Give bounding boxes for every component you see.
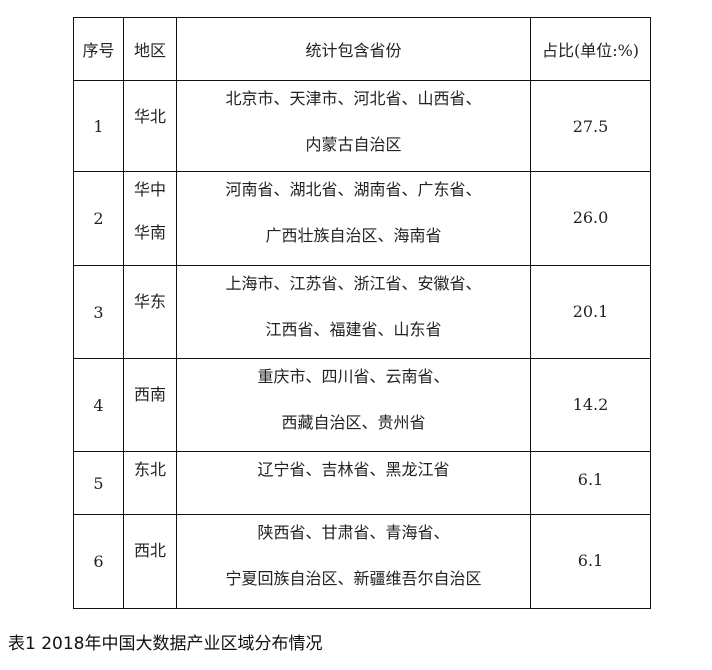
share-value: 20.1 [572,302,609,321]
header-region: 地区 [123,17,177,81]
provinces-line: 上海市、江苏省、浙江省、安徽省、 [225,274,482,293]
region-cell: 西北 [123,514,177,609]
share-cell: 20.1 [530,265,651,359]
region-name: 华东 [133,292,166,311]
provinces-cell: 陕西省、甘肃省、青海省、宁夏回族自治区、新疆维吾尔自治区 [176,514,531,609]
provinces-line: 江西省、福建省、山东省 [265,320,442,339]
share-cell: 6.1 [530,514,651,609]
region-name: 华北 [133,107,166,126]
region-cell: 东北 [123,451,177,515]
row-number: 2 [73,171,124,266]
provinces-line: 重庆市、四川省、云南省、 [257,367,450,386]
provinces-line: 北京市、天津市、河北省、山西省、 [225,89,482,108]
provinces-line: 内蒙古自治区 [305,135,402,154]
share-value: 6.1 [577,470,604,489]
header-provinces: 统计包含省份 [176,17,531,81]
table-row: 1 华北 北京市、天津市、河北省、山西省、 内蒙古自治区 27.5 [73,80,651,172]
share-value: 27.5 [572,117,609,136]
row-number: 6 [73,514,124,609]
region-name: 华中 [133,180,166,199]
row-number: 5 [73,451,124,515]
table-row: 6 西北 陕西省、甘肃省、青海省、 宁夏回族自治区、新疆维吾尔自治区 6.1 [73,514,651,609]
provinces-line: 陕西省、甘肃省、青海省、 [257,523,450,542]
provinces-line: 广西壮族自治区、海南省 [265,226,442,245]
region-name: 东北 [133,460,166,479]
share-value: 26.0 [572,208,609,227]
header-no: 序号 [73,17,124,81]
row-number: 3 [73,265,124,359]
share-cell: 27.5 [530,80,651,172]
region-cell: 华北 [123,80,177,172]
share-cell: 6.1 [530,451,651,515]
provinces-line: 宁夏回族自治区、新疆维吾尔自治区 [225,569,482,588]
region-cell: 华中 华南 [123,171,177,266]
provinces-cell: 重庆市、四川省、云南省、 西藏自治区、贵州省 [176,358,531,452]
region-name: 西北 [133,541,166,560]
region-cell: 西南 [123,358,177,452]
table-row: 3 华东 上海市、江苏省、浙江省、安徽省、 江西省、福建省、山东省 20.1 [73,265,651,359]
region-name: 西南 [133,385,166,404]
provinces-line: 西藏自治区、贵州省 [281,413,426,432]
table-row: 5 东北 辽宁省、吉林省、黑龙江省 6.1 [73,451,651,515]
region-distribution-table: 序号 地区 统计包含省份 占比(单位:%) 1 华北 北京市、天津市、河北省、山西省… [73,17,651,609]
region-cell: 华东 [123,265,177,359]
share-value: 6.1 [577,551,604,570]
provinces-cell: 北京市、天津市、河北省、山西省、 内蒙古自治区 [176,80,531,172]
region-name: 华南 [133,223,166,242]
header-row: 序号 地区 统计包含省份 占比(单位:%) [73,17,651,81]
provinces-cell: 上海市、江苏省、浙江省、安徽省、 江西省、福建省、山东省 [176,265,531,359]
share-value: 14.2 [572,395,609,414]
row-number: 4 [73,358,124,452]
provinces-cell: 河南省、湖北省、湖南省、广东省、 广西壮族自治区、海南省 [176,171,531,266]
table-row: 2 华中 华南 河南省、湖北省、湖南省、广东省、 广西壮族自治区、海南省 26.0 [73,171,651,266]
provinces-line: 辽宁省、吉林省、黑龙江省 [257,460,450,479]
table-caption: 表1 2018年中国大数据产业区域分布情况 [8,634,323,654]
table-row: 4 西南 重庆市、四川省、云南省、 西藏自治区、贵州省 14.2 [73,358,651,452]
provinces-cell: 辽宁省、吉林省、黑龙江省 [176,451,531,515]
share-cell: 14.2 [530,358,651,452]
share-cell: 26.0 [530,171,651,266]
row-number: 1 [73,80,124,172]
provinces-line: 河南省、湖北省、湖南省、广东省、 [225,180,482,199]
header-share: 占比(单位:%) [530,17,651,81]
